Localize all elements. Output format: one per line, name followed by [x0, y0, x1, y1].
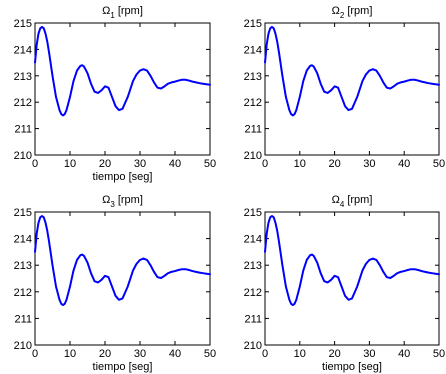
- y-tick-label: 211: [244, 124, 262, 136]
- x-tick-label: 0: [32, 348, 38, 360]
- x-tick-label: 0: [262, 348, 268, 360]
- title-symbol: Ω: [102, 194, 110, 206]
- title-symbol: Ω: [102, 5, 110, 17]
- y-tick-label: 211: [14, 124, 32, 136]
- plot-area: [34, 22, 211, 156]
- x-axis-label: tiempo [seg]: [93, 171, 153, 183]
- x-tick-label: 20: [328, 348, 340, 360]
- y-tick-label: 214: [244, 44, 262, 56]
- y-tick-label: 210: [14, 150, 32, 162]
- x-tick-label: 40: [169, 158, 181, 170]
- y-tick-label: 215: [244, 18, 262, 30]
- x-tick-label: 50: [204, 158, 216, 170]
- title-unit: [rpm]: [115, 5, 143, 17]
- x-tick-label: 0: [262, 158, 268, 170]
- y-tick-label: 211: [244, 313, 262, 325]
- title-unit: [rpm]: [115, 194, 143, 206]
- x-tick-label: 20: [328, 158, 340, 170]
- x-tick-label: 50: [433, 158, 445, 170]
- x-tick-label: 50: [433, 348, 445, 360]
- y-tick-label: 212: [244, 287, 262, 299]
- title-unit: [rpm]: [344, 194, 372, 206]
- x-tick-label: 10: [64, 348, 76, 360]
- y-tick-label: 210: [14, 340, 32, 352]
- x-tick-label: 10: [294, 158, 306, 170]
- x-tick-label: 10: [64, 158, 76, 170]
- x-tick-label: 30: [134, 348, 146, 360]
- title-subscript: 1: [110, 11, 115, 20]
- y-tick-label: 214: [244, 234, 262, 246]
- subplot-title: Ω2 [rpm]: [332, 5, 373, 20]
- x-tick-label: 40: [398, 348, 410, 360]
- x-tick-label: 40: [398, 158, 410, 170]
- subplot-title: Ω4 [rpm]: [332, 194, 373, 209]
- x-tick-label: 20: [99, 348, 111, 360]
- y-tick-label: 215: [244, 207, 262, 219]
- x-axis-label: tiempo [seg]: [93, 361, 153, 373]
- y-tick-label: 213: [244, 71, 262, 83]
- y-tick-label: 210: [244, 150, 262, 162]
- title-symbol: Ω: [332, 194, 340, 206]
- y-tick-label: 212: [14, 97, 32, 109]
- y-tick-label: 213: [14, 71, 32, 83]
- x-tick-label: 30: [363, 158, 375, 170]
- x-tick-label: 0: [32, 158, 38, 170]
- y-tick-label: 215: [14, 18, 32, 30]
- series-line: [264, 214, 440, 307]
- subplot-title: Ω3 [rpm]: [102, 194, 143, 209]
- y-tick-label: 215: [14, 207, 32, 219]
- x-tick-label: 20: [99, 158, 111, 170]
- y-tick-label: 213: [244, 260, 262, 272]
- plot-area: [264, 211, 440, 346]
- y-tick-label: 214: [14, 234, 32, 246]
- series-line: [34, 214, 211, 307]
- x-axis-label: tiempo [seg]: [322, 361, 382, 373]
- series-line: [264, 25, 440, 117]
- title-unit: [rpm]: [344, 5, 372, 17]
- y-tick-label: 212: [244, 97, 262, 109]
- subplot-title: Ω1 [rpm]: [102, 5, 143, 20]
- subplot-2: 0 10 20 30 40 50 210 211 212 213 214 215 Ω2 [rpm]: [244, 5, 445, 170]
- title-subscript: 3: [110, 200, 115, 209]
- y-tick-label: 210: [244, 340, 262, 352]
- title-symbol: Ω: [332, 5, 340, 17]
- subplot-4: 0 10 20 30 40 50 210 211 212 213 214 215 Ω4 [rpm] tie…: [244, 194, 445, 373]
- y-tick-label: 213: [14, 260, 32, 272]
- y-tick-label: 214: [14, 44, 32, 56]
- plot-area: [264, 22, 440, 156]
- plot-area: [34, 211, 211, 346]
- y-tick-label: 211: [14, 313, 32, 325]
- x-tick-label: 50: [204, 348, 216, 360]
- y-tick-label: 212: [14, 287, 32, 299]
- x-tick-label: 30: [134, 158, 146, 170]
- title-subscript: 2: [340, 11, 345, 20]
- subplot-3: 0 10 20 30 40 50 210 211 212 213 214 215 Ω3 [rpm] tie…: [14, 194, 216, 373]
- subplot-1: 0 10 20 30 40 50 210 211 212 213 214 215 Ω1 [rpm] tie…: [14, 5, 216, 183]
- title-subscript: 4: [340, 200, 345, 209]
- x-tick-label: 10: [294, 348, 306, 360]
- series-line: [34, 25, 211, 117]
- x-tick-label: 30: [363, 348, 375, 360]
- x-tick-label: 40: [169, 348, 181, 360]
